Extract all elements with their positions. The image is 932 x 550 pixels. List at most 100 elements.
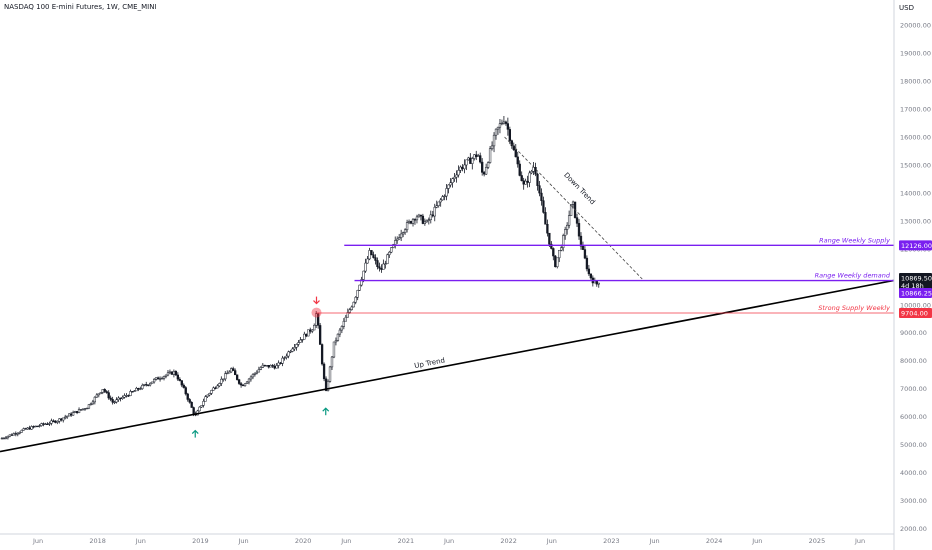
candle: [50, 418, 53, 426]
candle: [255, 370, 259, 375]
candle-body: [77, 409, 81, 414]
candle: [265, 364, 268, 367]
candle-body: [273, 366, 276, 369]
candle: [149, 382, 152, 387]
candle: [216, 384, 219, 389]
candle: [378, 262, 381, 272]
time-axis[interactable]: Jun 2018 Jun 2019 Jun 2020 Jun 2021 Jun 2022 Jun 20…: [0, 533, 894, 545]
strong-supply-weekly-label: Strong Supply Weekly: [818, 304, 890, 312]
candle-body: [340, 326, 344, 331]
candle-body: [571, 201, 575, 205]
candle: [556, 257, 559, 269]
x-tick-label: 2018: [89, 537, 106, 545]
candle-body: [10, 434, 14, 436]
candle: [117, 396, 120, 402]
up-trend-line[interactable]: [0, 279, 895, 453]
candle: [241, 384, 245, 387]
candle-body: [534, 166, 537, 175]
supply-highlight-marker: [311, 307, 322, 318]
candle-body: [190, 401, 193, 408]
candle-body: [530, 171, 533, 174]
candle-body: [287, 351, 290, 357]
candle: [245, 381, 249, 385]
candle-body: [567, 215, 571, 226]
candle-body: [75, 411, 79, 414]
candle: [508, 126, 511, 145]
candle: [384, 260, 387, 269]
up-arrow-head: [322, 407, 330, 412]
candle: [415, 214, 419, 224]
candle-body: [261, 364, 264, 368]
candle: [188, 398, 191, 404]
candle: [54, 420, 57, 424]
candle: [502, 115, 506, 125]
candle-body: [421, 215, 425, 224]
candle-body: [16, 432, 19, 435]
candle-body: [22, 428, 25, 431]
candle: [206, 394, 209, 398]
candle-body: [382, 263, 385, 270]
candle-body: [119, 397, 122, 400]
candle: [338, 328, 342, 338]
candle-body: [214, 387, 217, 389]
candle-body: [24, 428, 27, 430]
candle: [267, 364, 270, 369]
candle-body: [565, 224, 569, 230]
candle: [334, 337, 338, 346]
candle: [145, 381, 148, 387]
candle-body: [168, 371, 172, 374]
candle: [251, 373, 255, 380]
candle: [83, 407, 87, 411]
candle: [152, 378, 156, 384]
candle: [374, 254, 377, 265]
candle: [121, 395, 124, 400]
candle: [182, 383, 185, 389]
y-tick-label: 17000.00: [900, 106, 931, 114]
down-arrow-icon: [313, 296, 320, 305]
candle: [137, 387, 140, 392]
candle: [352, 301, 355, 308]
candle-body: [342, 320, 345, 327]
y-tick-label: 20000.00: [900, 22, 931, 30]
candle-body: [372, 254, 375, 258]
candle-body: [198, 406, 201, 412]
candle: [536, 172, 539, 191]
price-axis[interactable]: 2000.00 3000.00 4000.00 5000.00 6000.00 7000.…: [893, 0, 931, 550]
price-label-bg: [899, 308, 932, 319]
candle-body: [336, 333, 340, 341]
plot-area[interactable]: Up Trend Down Trend Range Weekly Supply Ran…: [0, 115, 895, 453]
candle-body: [392, 244, 395, 248]
candle: [119, 397, 122, 402]
candle-body: [425, 220, 428, 223]
candle: [71, 410, 75, 416]
candle-body: [488, 148, 492, 163]
candle-body: [6, 435, 10, 439]
candle-body: [579, 235, 583, 247]
candle-body: [91, 401, 95, 405]
candle: [235, 374, 239, 381]
x-tick-label: 2022: [500, 537, 517, 545]
candle: [504, 120, 508, 126]
candle: [105, 390, 108, 394]
candle: [176, 372, 180, 381]
candle: [394, 236, 397, 249]
candle: [24, 427, 27, 430]
candle: [417, 213, 421, 218]
candle-body: [536, 173, 539, 186]
candle-body: [206, 394, 209, 397]
y-tick-label: 5000.00: [900, 441, 927, 449]
candle: [180, 380, 183, 388]
candle-body: [99, 392, 102, 395]
candle: [123, 393, 126, 399]
candle: [172, 369, 176, 378]
candle-body: [301, 339, 304, 341]
candle-body: [249, 376, 253, 380]
down-trend-line[interactable]: [504, 136, 643, 280]
candle-body: [506, 123, 510, 130]
candle-body: [56, 421, 59, 423]
candle: [388, 250, 391, 258]
candle-body: [69, 413, 73, 416]
candle-body: [111, 399, 114, 403]
candle-body: [322, 363, 326, 380]
